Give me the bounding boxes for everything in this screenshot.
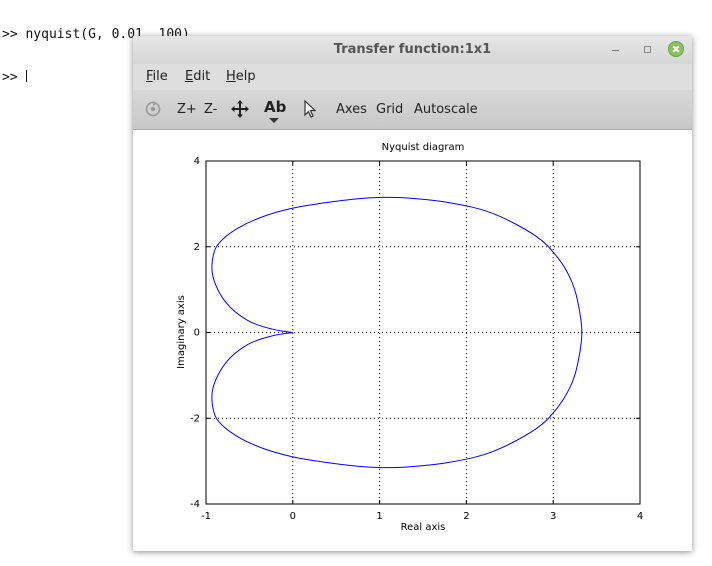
menu-help-rest: elp bbox=[235, 69, 256, 84]
x-tick-label: 1 bbox=[376, 511, 382, 522]
terminal-prompt-line[interactable]: >> bbox=[2, 70, 190, 85]
y-tick-label: -4 bbox=[190, 499, 200, 510]
select-pointer-icon[interactable] bbox=[302, 99, 318, 119]
x-tick-label: 0 bbox=[290, 511, 296, 522]
menu-file[interactable]: File bbox=[146, 69, 168, 84]
menu-help-mnemonic: H bbox=[226, 69, 236, 84]
rotate-icon[interactable] bbox=[143, 99, 163, 119]
toolbar: Z+ Z- Ab Axes Grid Autoscale bbox=[133, 90, 692, 130]
chart-title: Nyquist diagram bbox=[382, 142, 465, 153]
y-tick-label: 0 bbox=[194, 328, 200, 339]
menu-file-mnemonic: F bbox=[146, 69, 153, 84]
minimize-icon[interactable] bbox=[608, 42, 624, 58]
axis-ticks: -1 0 1 2 3 4 -4 -2 0 2 4 bbox=[190, 156, 643, 522]
plot-canvas[interactable]: -1 0 1 2 3 4 -4 -2 0 2 4 Nyquist diagram Real axis… bbox=[133, 130, 692, 551]
text-dropdown-arrow-icon[interactable] bbox=[269, 118, 279, 124]
x-axis-label: Real axis bbox=[401, 522, 446, 533]
nyquist-chart[interactable]: -1 0 1 2 3 4 -4 -2 0 2 4 Nyquist diagram Real axis… bbox=[133, 130, 692, 551]
x-tick-label: -1 bbox=[201, 511, 211, 522]
y-tick-label: 2 bbox=[194, 242, 200, 253]
x-tick-label: 2 bbox=[463, 511, 469, 522]
close-icon[interactable] bbox=[668, 41, 684, 57]
x-tick-label: 3 bbox=[550, 511, 556, 522]
zoom-out-button[interactable]: Z- bbox=[204, 102, 218, 117]
insert-text-button[interactable]: Ab bbox=[264, 98, 287, 116]
text-cursor bbox=[26, 70, 28, 82]
axes-button[interactable]: Axes bbox=[336, 102, 367, 117]
window-title: Transfer function:1x1 bbox=[333, 42, 492, 57]
grid-button[interactable]: Grid bbox=[376, 102, 404, 117]
y-tick-label: 4 bbox=[194, 156, 200, 167]
x-tick-label: 4 bbox=[637, 511, 643, 522]
grid-lines bbox=[206, 161, 640, 504]
window-titlebar[interactable]: Transfer function:1x1 bbox=[133, 36, 692, 64]
nyquist-curve bbox=[211, 196, 583, 469]
pan-icon[interactable] bbox=[230, 99, 250, 119]
plot-window: Transfer function:1x1 File Edit Help Z+ … bbox=[133, 36, 692, 551]
menu-file-rest: ile bbox=[152, 69, 168, 84]
menu-edit-rest: dit bbox=[193, 69, 211, 84]
terminal-prompt: >> bbox=[2, 70, 26, 85]
zoom-in-button[interactable]: Z+ bbox=[177, 102, 197, 117]
maximize-icon[interactable] bbox=[639, 42, 655, 58]
y-tick-label: -2 bbox=[190, 413, 200, 424]
menu-edit[interactable]: Edit bbox=[185, 69, 210, 84]
menu-edit-mnemonic: E bbox=[185, 69, 194, 84]
y-axis-label: Imaginary axis bbox=[176, 295, 187, 369]
autoscale-button[interactable]: Autoscale bbox=[414, 102, 478, 117]
menu-bar: File Edit Help bbox=[133, 64, 692, 90]
menu-help[interactable]: Help bbox=[226, 69, 256, 84]
